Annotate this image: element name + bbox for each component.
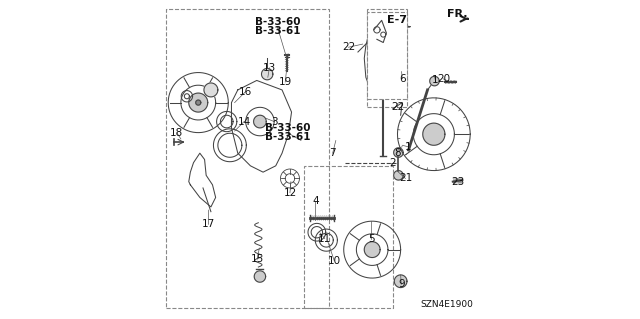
Polygon shape xyxy=(253,115,266,128)
Text: E-7: E-7 xyxy=(387,15,408,26)
Text: SZN4E1900: SZN4E1900 xyxy=(420,300,473,309)
Polygon shape xyxy=(394,171,403,180)
Text: B-33-60: B-33-60 xyxy=(265,123,310,133)
Text: 3: 3 xyxy=(271,116,278,127)
Polygon shape xyxy=(429,76,439,86)
Text: 17: 17 xyxy=(202,219,215,229)
Text: 10: 10 xyxy=(328,256,340,266)
Text: 7: 7 xyxy=(330,148,336,158)
Text: 16: 16 xyxy=(239,86,252,97)
Polygon shape xyxy=(196,100,201,105)
Polygon shape xyxy=(396,71,407,83)
Polygon shape xyxy=(262,69,273,80)
Bar xyxy=(304,166,393,308)
Text: B-33-61: B-33-61 xyxy=(265,132,310,142)
Text: FR.: FR. xyxy=(447,9,468,19)
Bar xyxy=(367,12,406,100)
Text: 8: 8 xyxy=(394,148,401,158)
Bar xyxy=(367,9,407,107)
Text: 5: 5 xyxy=(368,234,374,243)
Text: 19: 19 xyxy=(278,77,292,87)
Polygon shape xyxy=(364,242,380,257)
Text: 12: 12 xyxy=(284,188,296,198)
Text: 6: 6 xyxy=(399,74,406,84)
Text: 18: 18 xyxy=(170,128,184,137)
Polygon shape xyxy=(394,275,407,287)
Text: 4: 4 xyxy=(312,196,319,206)
Text: 21: 21 xyxy=(399,174,412,183)
Polygon shape xyxy=(189,93,208,112)
Polygon shape xyxy=(394,148,403,157)
Text: 1: 1 xyxy=(405,142,412,152)
Polygon shape xyxy=(254,271,266,282)
Text: 23: 23 xyxy=(452,177,465,187)
Bar xyxy=(166,9,330,308)
Polygon shape xyxy=(204,83,218,97)
Text: 2: 2 xyxy=(389,158,396,168)
Text: B-33-61: B-33-61 xyxy=(255,26,300,36)
Text: 22: 22 xyxy=(342,42,355,52)
Text: 11: 11 xyxy=(318,234,332,243)
Text: 20: 20 xyxy=(436,74,450,84)
Text: 9: 9 xyxy=(398,279,404,289)
Text: 1: 1 xyxy=(432,76,439,85)
Polygon shape xyxy=(423,123,445,145)
Text: 14: 14 xyxy=(237,116,251,127)
Text: 15: 15 xyxy=(251,254,264,264)
Text: B-33-60: B-33-60 xyxy=(255,17,300,27)
Text: 13: 13 xyxy=(263,63,276,73)
Text: 22: 22 xyxy=(391,102,404,112)
